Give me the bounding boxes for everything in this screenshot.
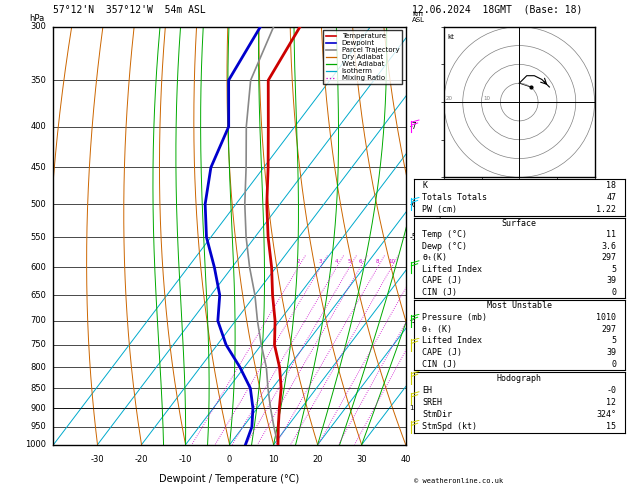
Text: Lifted Index: Lifted Index [422, 265, 482, 274]
Text: 297: 297 [601, 253, 616, 262]
Text: Dewpoint / Temperature (°C): Dewpoint / Temperature (°C) [160, 474, 299, 484]
Text: Most Unstable: Most Unstable [487, 301, 552, 310]
Text: -20: -20 [135, 455, 148, 464]
Text: hPa: hPa [29, 14, 44, 22]
Text: 1000: 1000 [25, 440, 47, 449]
Text: θₜ (K): θₜ (K) [422, 325, 452, 334]
Text: 39: 39 [606, 348, 616, 357]
Text: 15: 15 [606, 422, 616, 432]
Text: 40: 40 [401, 455, 411, 464]
Text: 3: 3 [318, 259, 322, 264]
Text: -2: -2 [425, 363, 433, 372]
Text: 5: 5 [611, 265, 616, 274]
Text: -6: -6 [425, 200, 433, 208]
Text: 0: 0 [611, 288, 616, 296]
Text: 12: 12 [606, 398, 616, 407]
Text: -0: -0 [606, 386, 616, 395]
Text: 297: 297 [601, 325, 616, 334]
Text: 20: 20 [313, 455, 323, 464]
Text: EH: EH [422, 386, 432, 395]
Text: 324°: 324° [596, 410, 616, 419]
Text: CIN (J): CIN (J) [422, 288, 457, 296]
Text: Surface: Surface [502, 219, 537, 228]
Text: CIN (J): CIN (J) [422, 360, 457, 369]
Text: 39: 39 [606, 276, 616, 285]
Text: 1010: 1010 [596, 313, 616, 322]
Text: 950: 950 [31, 422, 47, 432]
Text: -10: -10 [179, 455, 192, 464]
Text: 10: 10 [388, 259, 395, 264]
Text: 12.06.2024  18GMT  (Base: 18): 12.06.2024 18GMT (Base: 18) [412, 4, 582, 15]
Text: 57°12'N  357°12'W  54m ASL: 57°12'N 357°12'W 54m ASL [53, 4, 206, 15]
Legend: Temperature, Dewpoint, Parcel Trajectory, Dry Adiabat, Wet Adiabat, Isotherm, Mi: Temperature, Dewpoint, Parcel Trajectory… [323, 30, 402, 84]
Text: 6: 6 [359, 259, 362, 264]
Text: Dewp (°C): Dewp (°C) [422, 242, 467, 251]
Text: 10: 10 [269, 455, 279, 464]
Text: StmDir: StmDir [422, 410, 452, 419]
Text: 10: 10 [484, 96, 491, 101]
Text: -5: -5 [409, 233, 417, 242]
Text: 500: 500 [31, 200, 47, 208]
Text: K: K [422, 181, 427, 190]
Text: 30: 30 [357, 455, 367, 464]
Text: 3.6: 3.6 [601, 242, 616, 251]
Text: 900: 900 [31, 403, 47, 413]
Text: 750: 750 [31, 340, 47, 349]
Text: 4: 4 [335, 259, 338, 264]
Text: 0: 0 [227, 455, 232, 464]
Text: 47: 47 [606, 193, 616, 202]
Text: © weatheronline.co.uk: © weatheronline.co.uk [414, 478, 503, 484]
Text: 650: 650 [31, 291, 47, 300]
Text: -3: -3 [425, 316, 433, 325]
Text: StmSpd (kt): StmSpd (kt) [422, 422, 477, 432]
Text: 400: 400 [31, 122, 47, 131]
Text: 2: 2 [296, 259, 300, 264]
Text: -30: -30 [91, 455, 104, 464]
Text: 18: 18 [606, 181, 616, 190]
Text: 700: 700 [31, 316, 47, 325]
Text: 350: 350 [31, 76, 47, 85]
Text: θₜ(K): θₜ(K) [422, 253, 447, 262]
Text: SREH: SREH [422, 398, 442, 407]
Text: 8: 8 [376, 259, 379, 264]
Text: 450: 450 [31, 163, 47, 172]
Text: 800: 800 [31, 363, 47, 372]
Text: -5: -5 [425, 229, 433, 239]
Text: 5: 5 [611, 336, 616, 346]
Text: kt: kt [448, 34, 455, 40]
Text: -4: -4 [425, 263, 433, 272]
Text: Lifted Index: Lifted Index [422, 336, 482, 346]
Text: -7: -7 [409, 122, 417, 131]
Text: CAPE (J): CAPE (J) [422, 348, 462, 357]
Text: 0: 0 [611, 360, 616, 369]
Text: Temp (°C): Temp (°C) [422, 230, 467, 240]
Text: -3: -3 [409, 316, 417, 325]
Text: 300: 300 [31, 22, 47, 31]
Text: 600: 600 [31, 263, 47, 272]
Text: 1.22: 1.22 [596, 205, 616, 214]
Text: 5: 5 [348, 259, 351, 264]
Text: 11: 11 [606, 230, 616, 240]
Text: 550: 550 [31, 233, 47, 242]
Text: -6: -6 [409, 200, 417, 208]
Text: 20: 20 [446, 96, 453, 101]
Text: Hodograph: Hodograph [497, 374, 542, 383]
Text: CAPE (J): CAPE (J) [422, 276, 462, 285]
Text: Mixing Ratio (g/kg): Mixing Ratio (g/kg) [433, 199, 442, 272]
Text: Totals Totals: Totals Totals [422, 193, 487, 202]
Text: 1LCL: 1LCL [409, 405, 426, 411]
Text: 850: 850 [31, 384, 47, 393]
Text: km
ASL: km ASL [411, 11, 425, 22]
Text: PW (cm): PW (cm) [422, 205, 457, 214]
Text: Pressure (mb): Pressure (mb) [422, 313, 487, 322]
